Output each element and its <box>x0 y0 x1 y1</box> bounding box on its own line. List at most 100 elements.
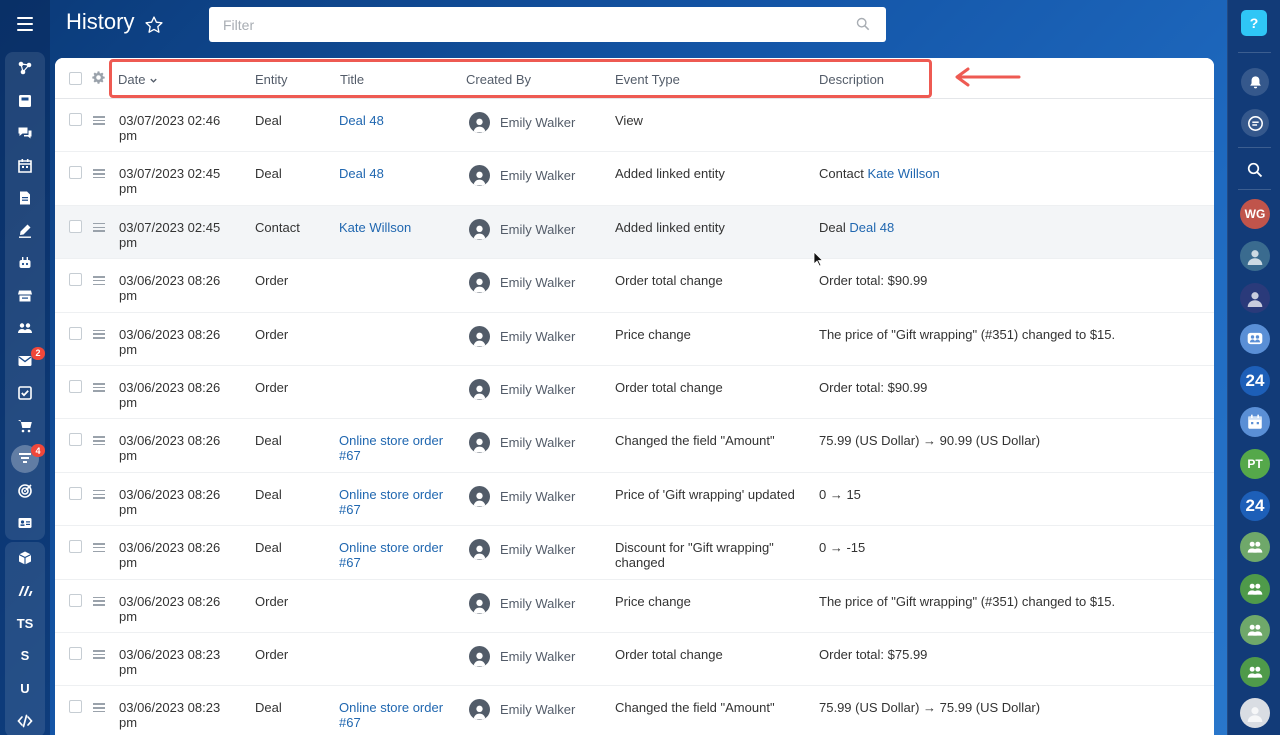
sidebar-item-s[interactable]: S <box>5 640 45 673</box>
recent-chat-avatar[interactable]: WG <box>1240 199 1270 229</box>
messenger-icon[interactable] <box>1241 109 1269 137</box>
filter-input[interactable] <box>209 7 886 42</box>
row-menu-icon[interactable] <box>93 222 105 232</box>
sidebar-item-chat[interactable] <box>5 117 45 150</box>
row-checkbox[interactable] <box>69 113 82 126</box>
recent-chat-avatar[interactable] <box>1240 283 1270 313</box>
user-link[interactable]: Emily Walker <box>500 328 576 344</box>
table-row[interactable]: 03/06/2023 08:26 pm Deal Online store orde… <box>55 472 1214 527</box>
help-button[interactable]: ? <box>1241 10 1267 36</box>
sidebar-item-store[interactable] <box>5 280 45 313</box>
row-checkbox[interactable] <box>69 540 82 554</box>
gear-icon[interactable] <box>92 71 105 84</box>
title-link[interactable]: Deal 48 <box>339 113 384 128</box>
table-row[interactable]: 03/06/2023 08:23 pm Deal Online store orde… <box>55 686 1214 735</box>
sidebar-item-u[interactable]: U <box>5 672 45 705</box>
table-row[interactable]: 03/06/2023 08:26 pm Order Emily Walker Pric… <box>55 312 1214 366</box>
table-row[interactable]: 03/06/2023 08:26 pm Deal Online store orde… <box>55 419 1214 473</box>
sidebar-item-robot[interactable] <box>5 247 45 280</box>
column-header-event-type[interactable]: Event Type <box>615 72 680 87</box>
user-link[interactable]: Emily Walker <box>500 382 576 397</box>
title-link[interactable]: Online store order #67 <box>339 433 444 464</box>
sidebar-item-target[interactable] <box>5 475 45 508</box>
row-checkbox[interactable] <box>69 326 82 340</box>
user-link[interactable]: Emily Walker <box>500 168 576 184</box>
select-all-checkbox[interactable] <box>69 72 82 85</box>
user-link[interactable]: Emily Walker <box>500 275 576 291</box>
sidebar-item-signature[interactable] <box>5 215 45 248</box>
sidebar-item-funnel[interactable]: 4 <box>5 442 45 475</box>
notifications-bell-icon[interactable] <box>1241 68 1269 96</box>
row-menu-icon[interactable] <box>93 383 105 392</box>
hamburger-menu-icon[interactable] <box>10 10 40 38</box>
recent-chat-avatar[interactable] <box>1240 615 1270 645</box>
recent-chat-avatar[interactable] <box>1240 407 1270 437</box>
title-link[interactable]: Kate Willson <box>339 219 412 235</box>
column-header-created-by[interactable]: Created By <box>466 72 532 87</box>
sidebar-item-inbox[interactable] <box>5 85 45 118</box>
sidebar-item-code[interactable] <box>5 705 45 735</box>
table-row[interactable]: 03/07/2023 02:45 pm Deal Deal 48 Emily Walk… <box>55 152 1214 206</box>
column-header-description[interactable]: Description <box>819 72 885 87</box>
recent-chat-avatar[interactable] <box>1240 574 1270 604</box>
row-menu-icon[interactable] <box>93 276 105 286</box>
row-menu-icon[interactable] <box>93 596 105 606</box>
table-row[interactable]: 03/06/2023 08:26 pm Order Emily Walker Orde… <box>55 259 1214 313</box>
column-header-entity[interactable]: Entity <box>255 72 288 87</box>
row-menu-icon[interactable] <box>93 489 105 499</box>
row-checkbox[interactable] <box>69 380 82 393</box>
row-menu-icon[interactable] <box>93 543 105 553</box>
table-row[interactable]: 03/07/2023 02:46 pm Deal Deal 48 Emily Walk… <box>55 99 1214 153</box>
row-checkbox[interactable] <box>69 166 82 180</box>
user-link[interactable]: Emily Walker <box>500 649 576 664</box>
description-link[interactable]: Kate Willson <box>867 166 940 182</box>
recent-chat-avatar[interactable]: 24 <box>1240 366 1270 396</box>
title-link[interactable]: Deal 48 <box>339 166 384 182</box>
search-icon[interactable] <box>856 17 870 31</box>
row-checkbox[interactable] <box>69 273 82 287</box>
user-link[interactable]: Emily Walker <box>500 595 576 611</box>
sidebar-item-users[interactable] <box>5 312 45 345</box>
sidebar-item-ts[interactable]: TS <box>5 607 45 640</box>
table-row[interactable]: 03/06/2023 08:26 pm Order Emily Walker Orde… <box>55 366 1214 420</box>
recent-chat-avatar[interactable] <box>1240 657 1270 687</box>
sidebar-item-task-check[interactable] <box>5 377 45 410</box>
row-checkbox[interactable] <box>69 433 82 447</box>
row-menu-icon[interactable] <box>93 169 105 179</box>
user-link[interactable]: Emily Walker <box>500 115 576 130</box>
user-link[interactable]: Emily Walker <box>500 702 576 718</box>
row-checkbox[interactable] <box>69 593 82 607</box>
user-link[interactable]: Emily Walker <box>500 488 576 504</box>
user-link[interactable]: Emily Walker <box>500 542 576 558</box>
row-menu-icon[interactable] <box>93 329 105 339</box>
recent-chat-avatar[interactable]: 24 <box>1240 491 1270 521</box>
title-link[interactable]: Online store order #67 <box>339 486 444 517</box>
user-link[interactable]: Emily Walker <box>500 435 576 451</box>
row-menu-icon[interactable] <box>93 650 105 659</box>
row-checkbox[interactable] <box>69 486 82 500</box>
recent-chat-avatar[interactable] <box>1240 324 1270 354</box>
sidebar-item-mail[interactable]: 2 <box>5 345 45 378</box>
sidebar-item-box[interactable] <box>5 542 45 575</box>
recent-chat-avatar[interactable] <box>1240 698 1270 728</box>
description-link[interactable]: Deal 48 <box>849 219 895 235</box>
table-row[interactable]: 03/06/2023 08:26 pm Order Emily Walker Pric… <box>55 579 1214 633</box>
title-link[interactable]: Online store order #67 <box>339 540 444 571</box>
row-menu-icon[interactable] <box>93 703 105 713</box>
search-icon[interactable] <box>1241 156 1269 184</box>
sidebar-item-brand-m[interactable] <box>5 575 45 608</box>
sidebar-item-cart[interactable] <box>5 410 45 443</box>
row-checkbox[interactable] <box>69 700 82 714</box>
sidebar-item-network[interactable] <box>5 52 45 85</box>
recent-chat-avatar[interactable] <box>1240 532 1270 562</box>
sidebar-item-contact-card[interactable] <box>5 507 45 540</box>
row-menu-icon[interactable] <box>93 436 105 446</box>
column-header-date[interactable]: Date <box>118 72 158 87</box>
sidebar-item-calendar[interactable] <box>5 150 45 183</box>
user-link[interactable]: Emily Walker <box>500 221 576 237</box>
recent-chat-avatar[interactable] <box>1240 241 1270 271</box>
recent-chat-avatar[interactable]: PT <box>1240 449 1270 479</box>
row-menu-icon[interactable] <box>93 116 105 125</box>
table-row[interactable]: 03/06/2023 08:23 pm Order Emily Walker Orde… <box>55 633 1214 687</box>
column-header-title[interactable]: Title <box>340 72 365 87</box>
